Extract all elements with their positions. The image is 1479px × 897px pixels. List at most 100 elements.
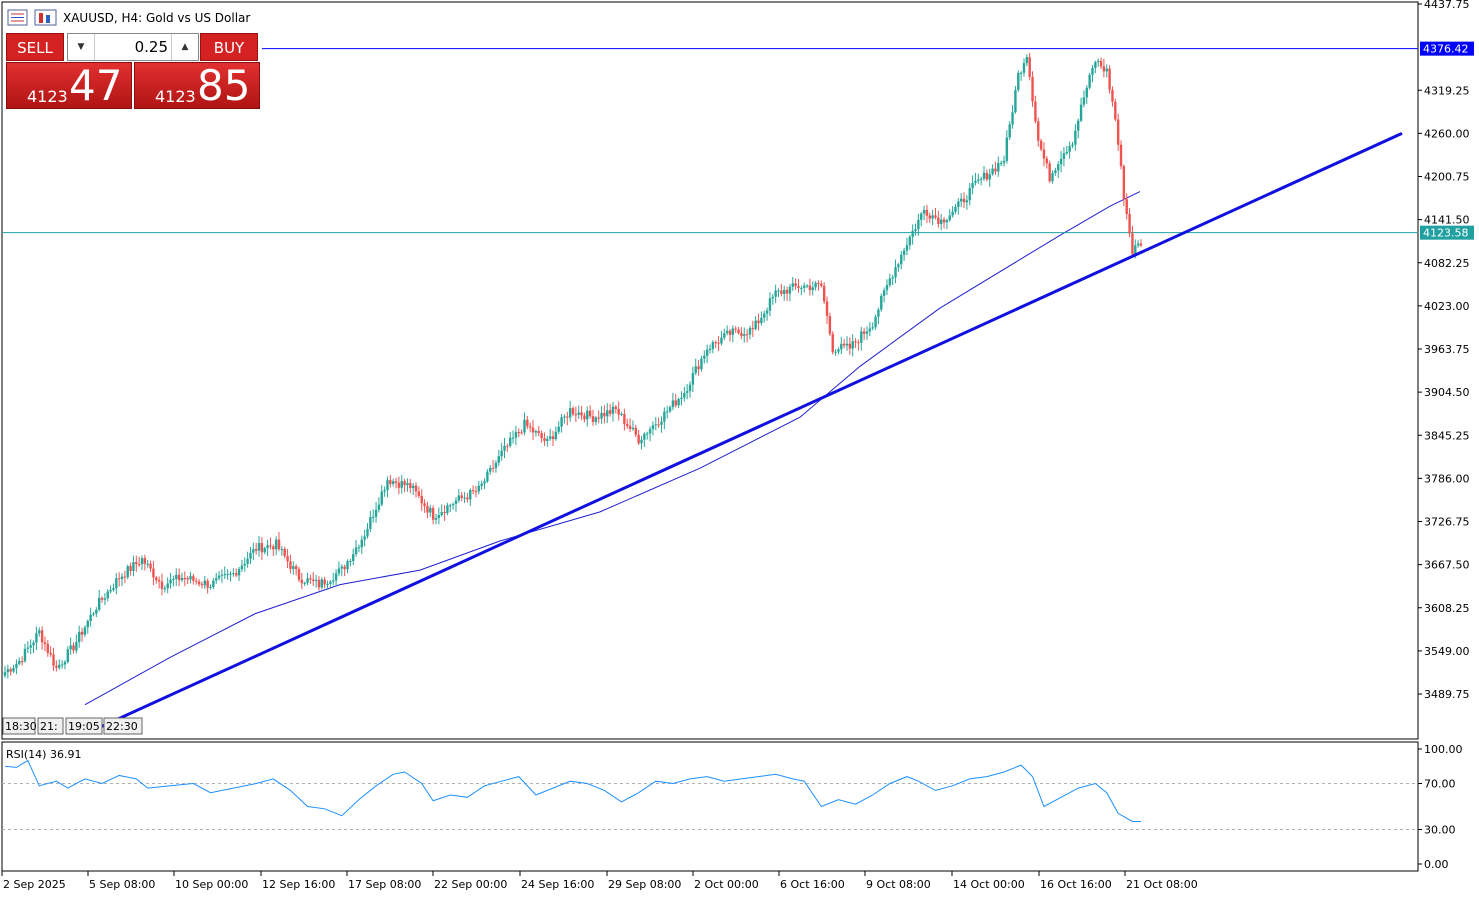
candle-body — [106, 591, 109, 599]
candle-body — [988, 174, 991, 180]
candle — [1114, 98, 1117, 122]
candle-body — [543, 438, 546, 442]
candle — [360, 535, 363, 554]
y-tick-label: 3608.25 — [1424, 602, 1470, 615]
candle-body — [269, 545, 272, 547]
candle — [703, 350, 706, 364]
candle — [135, 555, 138, 572]
candle — [377, 497, 381, 513]
candle — [300, 572, 304, 590]
candle — [1039, 138, 1043, 152]
candle-body — [623, 413, 626, 425]
support-trendline[interactable] — [94, 132, 1403, 731]
candle-body — [700, 358, 703, 370]
candle — [911, 224, 914, 245]
candle — [1074, 124, 1077, 151]
candle — [626, 418, 629, 429]
chart-type-icon[interactable] — [34, 9, 57, 26]
candle — [637, 429, 640, 445]
candle-body — [300, 579, 304, 584]
candle-body — [494, 462, 498, 469]
candle — [665, 406, 669, 419]
candle — [372, 509, 375, 523]
candle-body — [563, 416, 566, 418]
candle — [414, 482, 418, 498]
candle-body — [3, 672, 7, 676]
candle — [974, 172, 977, 186]
candle-body — [979, 178, 983, 180]
candle-body — [58, 664, 61, 668]
candle-body — [163, 588, 167, 590]
candle — [834, 349, 837, 356]
candle-body — [1119, 144, 1123, 167]
candle — [931, 209, 934, 226]
candle — [509, 431, 512, 448]
candle — [588, 405, 592, 419]
candle-body — [466, 497, 469, 500]
candle-body — [229, 573, 232, 575]
candle — [46, 639, 50, 657]
candle-body — [922, 209, 926, 214]
candle-body — [232, 573, 235, 575]
candle-body — [46, 644, 50, 653]
volume-down-icon[interactable]: ▼ — [68, 34, 95, 60]
candle — [657, 417, 660, 428]
candle-body — [480, 483, 483, 486]
price-tag — [1420, 225, 1474, 240]
candle-body — [143, 558, 147, 564]
buy-button[interactable]: BUY — [200, 33, 258, 61]
chart-list-icon[interactable] — [7, 9, 28, 26]
candle — [252, 542, 255, 561]
candle — [977, 173, 980, 184]
candle-body — [1122, 166, 1126, 200]
candle — [725, 325, 729, 336]
sell-button[interactable]: SELL — [6, 33, 64, 61]
volume-up-icon[interactable]: ▲ — [171, 34, 198, 60]
candle-body — [574, 414, 578, 416]
candle — [1111, 86, 1114, 107]
candle-body — [705, 349, 709, 356]
candle — [352, 548, 355, 566]
candle — [3, 665, 7, 678]
candle — [751, 320, 755, 337]
x-tick-label: 2 Sep 2025 — [3, 878, 66, 891]
candle-body — [957, 201, 960, 207]
candle-body — [243, 563, 246, 566]
candle-body — [1082, 97, 1086, 105]
candle — [566, 411, 569, 426]
candle-body — [391, 481, 395, 484]
candle — [1131, 225, 1134, 258]
candle-body — [891, 277, 894, 279]
candle — [1096, 58, 1100, 67]
candle — [326, 580, 329, 590]
candle-body — [905, 245, 909, 251]
candle — [226, 569, 229, 580]
scale-label: 19:05 — [68, 720, 100, 733]
candle-body — [1005, 137, 1009, 161]
candle — [195, 577, 198, 585]
candle — [717, 335, 720, 351]
candle — [6, 664, 10, 679]
volume-input[interactable] — [96, 37, 168, 57]
candle-body — [1045, 158, 1049, 164]
candle — [186, 575, 189, 584]
candle — [354, 539, 358, 557]
price-pane[interactable] — [1, 1, 1419, 740]
candle-body — [189, 576, 192, 580]
candle — [934, 207, 937, 220]
candle-body — [503, 445, 506, 451]
candle-body — [463, 497, 466, 499]
candle-body — [155, 577, 158, 581]
candle-body — [511, 437, 515, 439]
buy-price-button[interactable]: 4123 85 — [134, 62, 260, 109]
rsi-pane[interactable] — [1, 741, 1419, 872]
candle-body — [97, 597, 101, 610]
candle — [608, 403, 612, 417]
candle-body — [32, 642, 35, 646]
rsi-tick-label: 30.00 — [1424, 824, 1456, 837]
candle — [617, 401, 620, 421]
candle-body — [1002, 160, 1006, 163]
sell-price-button[interactable]: 4123 47 — [6, 62, 132, 109]
candle — [940, 213, 943, 231]
candle-body — [748, 328, 752, 335]
